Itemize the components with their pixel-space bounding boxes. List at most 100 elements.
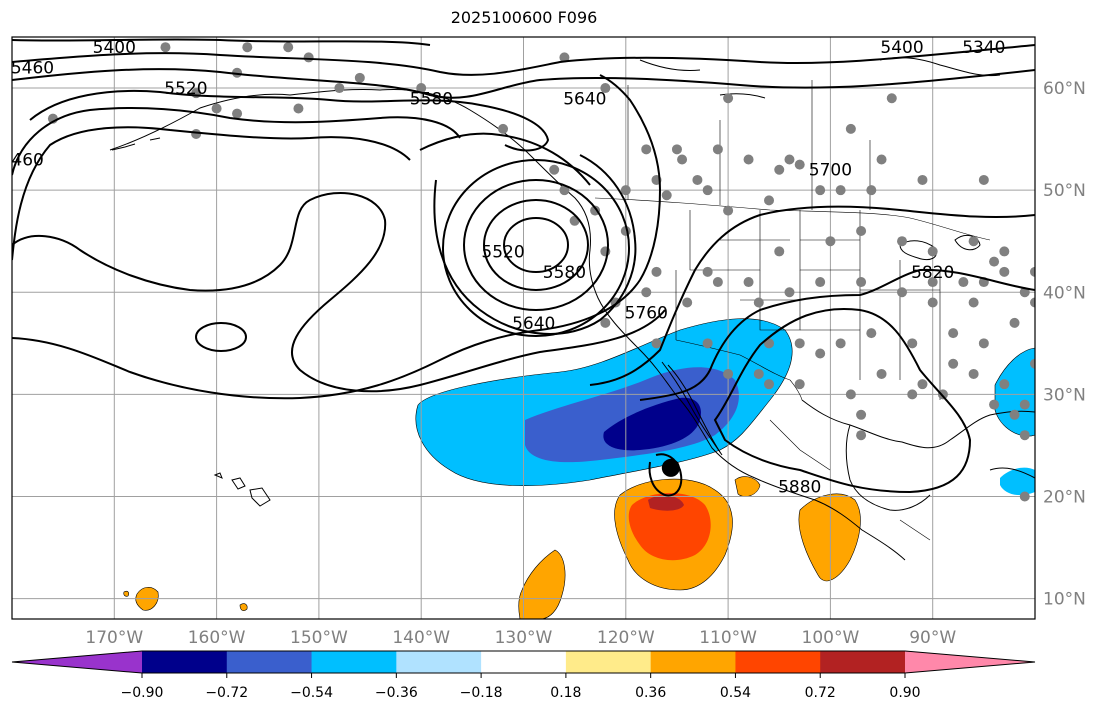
colorbar-tick-label: −0.36 <box>375 685 418 701</box>
longitude-labels: 170°W 160°W 150°W 140°W 130°W 120°W 110°W 100°W… <box>85 628 956 648</box>
station-dot <box>743 154 754 165</box>
station-dot <box>764 338 775 349</box>
colorbar-tick-label: −0.90 <box>121 685 164 701</box>
contour-labels: 5400 5460 5460 5520 5580 5640 5400 5340 5700 5520… <box>1 38 1005 497</box>
contour-label: 5460 <box>1 151 44 171</box>
station-dot <box>968 368 979 379</box>
station-dot <box>897 287 908 298</box>
colorbar-band <box>396 651 482 673</box>
contour-label: 5520 <box>481 242 524 262</box>
latitude-tick-label: 30°N <box>1043 385 1086 405</box>
colorbar-tick-label: 0.36 <box>635 685 666 701</box>
station-dot <box>702 266 713 277</box>
height-contours <box>12 38 1035 497</box>
contour-label: 5400 <box>93 38 136 58</box>
station-markers <box>47 42 1035 502</box>
contour-label: 5820 <box>911 263 954 283</box>
station-dot <box>907 338 918 349</box>
contour-label: 5760 <box>625 304 668 324</box>
station-dot <box>876 154 887 165</box>
station-dot <box>211 103 222 114</box>
contour-label: 5400 <box>880 38 923 58</box>
station-dot <box>989 399 1000 410</box>
longitude-tick-label: 90°W <box>909 628 956 648</box>
station-dot <box>498 123 509 134</box>
contour-label: 5580 <box>410 89 453 109</box>
station-dot <box>917 174 928 185</box>
station-dot <box>784 287 795 298</box>
station-dot <box>303 52 314 63</box>
longitude-tick-label: 110°W <box>699 628 757 648</box>
station-dot <box>978 338 989 349</box>
station-dot <box>835 185 846 196</box>
station-dot <box>712 277 723 288</box>
station-dot <box>794 338 805 349</box>
colorbar-band <box>565 651 652 673</box>
station-dot <box>794 159 805 170</box>
station-dot <box>774 246 785 257</box>
colorbar-tick-label: 0.18 <box>550 685 581 701</box>
station-dot <box>590 205 601 216</box>
longitude-tick-label: 140°W <box>392 628 450 648</box>
station-dot <box>677 154 688 165</box>
station-dot <box>1019 287 1030 298</box>
station-dot <box>1030 297 1035 308</box>
station-dot <box>866 185 877 196</box>
colorbar-band <box>142 651 228 673</box>
latitude-tick-label: 50°N <box>1043 181 1086 201</box>
station-dot <box>927 277 938 288</box>
station-dot <box>723 93 734 104</box>
contour-label: 5520 <box>164 79 207 99</box>
longitude-tick-label: 150°W <box>290 628 348 648</box>
station-dot <box>1030 266 1035 277</box>
station-dot <box>856 409 867 420</box>
station-dot <box>999 379 1010 390</box>
longitude-tick-label: 170°W <box>85 628 143 648</box>
colorbar-band <box>735 651 821 673</box>
longitude-tick-label: 130°W <box>495 628 553 648</box>
station-dot <box>907 389 918 400</box>
station-dot <box>958 277 969 288</box>
station-dot <box>416 83 427 94</box>
station-dot <box>1019 491 1030 502</box>
station-dot <box>283 42 294 53</box>
station-dot <box>661 190 672 201</box>
station-dot <box>784 154 795 165</box>
latitude-tick-label: 10°N <box>1043 590 1086 610</box>
colorbar-tick-label: 0.54 <box>720 685 751 701</box>
longitude-tick-label: 120°W <box>597 628 655 648</box>
colorbar-tick-label: −0.54 <box>290 685 333 701</box>
station-dot <box>1019 430 1030 441</box>
colorbar-tick-label: −0.18 <box>460 685 503 701</box>
station-dot <box>968 297 979 308</box>
station-dot <box>989 256 1000 267</box>
station-dot <box>886 93 897 104</box>
station-dot <box>999 246 1010 257</box>
station-dot <box>232 67 243 78</box>
colorbar-band <box>650 651 736 673</box>
colorbar-band <box>481 651 567 673</box>
station-dot <box>702 338 713 349</box>
longitude-tick-label: 160°W <box>188 628 246 648</box>
station-dot <box>1009 409 1020 420</box>
station-dot <box>948 358 959 369</box>
station-dot <box>354 72 365 83</box>
station-dot <box>815 348 826 359</box>
station-dot <box>856 277 867 288</box>
latitude-tick-label: 40°N <box>1043 283 1086 303</box>
station-dot <box>794 379 805 390</box>
graticule <box>12 37 1035 619</box>
station-dot <box>293 103 304 114</box>
contour-label: 5460 <box>11 59 54 79</box>
colorbar-extension-right <box>905 651 1035 673</box>
station-dot <box>1019 399 1030 410</box>
anomaly-shading <box>123 318 1035 619</box>
station-dot <box>743 277 754 288</box>
station-dot <box>948 328 959 339</box>
station-dot <box>559 185 570 196</box>
station-dot <box>927 246 938 257</box>
colorbar-extension-left <box>12 651 142 673</box>
station-dot <box>1030 358 1035 369</box>
station-dot <box>620 185 631 196</box>
